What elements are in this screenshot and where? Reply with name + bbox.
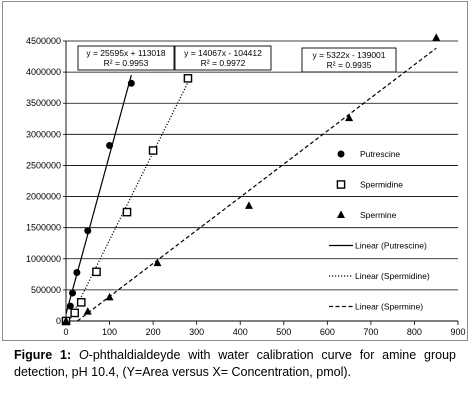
x-tick-label: 800 <box>407 327 422 337</box>
chart-frame: 0 500000 1000000 1500000 2000000 2500000 30000… <box>2 1 468 341</box>
legend-label: Spermine <box>360 210 397 220</box>
x-tick-label: 700 <box>363 327 378 337</box>
point-square <box>183 74 193 83</box>
point-triangle <box>432 33 441 41</box>
point-triangle <box>83 307 92 315</box>
x-tick-label: 400 <box>233 327 248 337</box>
x-tick-label: 300 <box>189 327 204 337</box>
caption-italic: O <box>78 348 89 362</box>
legend-marker-circle <box>337 150 345 158</box>
trendline-1 <box>65 74 132 315</box>
point-circle <box>127 79 135 87</box>
x-tick-label: 100 <box>102 327 117 337</box>
equation-text-1: y = 25595x + 113018 <box>86 48 166 58</box>
legend-marker-triangle <box>337 210 345 218</box>
x-tick-label: 0 <box>63 327 68 337</box>
point-triangle <box>345 113 354 122</box>
figure-caption: Figure 1: O-phthaldialdeyde with water c… <box>14 347 456 381</box>
equation-box-3 <box>301 47 397 73</box>
point-square <box>92 267 101 277</box>
y-tick-label: 3500000 <box>26 98 61 108</box>
point-circle <box>84 227 92 235</box>
trendline-2 <box>68 82 189 322</box>
y-tick-label: 2000000 <box>26 192 61 202</box>
point-square <box>148 146 158 155</box>
trendline-3 <box>77 47 437 322</box>
point-triangle <box>153 258 162 267</box>
y-tick-label: 1500000 <box>26 223 61 233</box>
legend-label: Spermidine <box>360 180 403 190</box>
legend-label: Putrescine <box>360 149 400 159</box>
equation-box-2 <box>174 45 272 71</box>
calibration-chart: 0 500000 1000000 1500000 2000000 2500000 30000… <box>26 33 466 337</box>
legend-label: Linear (Spermidine) <box>355 271 430 281</box>
point-square <box>70 308 80 318</box>
r2-text-2: R² = 0.9972 <box>201 58 246 68</box>
y-tick-label: 4500000 <box>26 36 61 46</box>
point-triangle <box>105 292 114 301</box>
equation-text-3: y = 5322x - 139001 <box>312 50 385 60</box>
caption-label: Figure 1: <box>14 348 72 362</box>
x-tick-label: 900 <box>450 327 465 337</box>
point-circle <box>73 268 81 276</box>
equation-text-2: y = 14067x - 104412 <box>184 48 262 58</box>
y-tick-label: 2500000 <box>26 160 61 170</box>
x-tick-label: 200 <box>146 327 161 337</box>
y-tick-label: 0 <box>56 316 61 326</box>
point-circle <box>106 142 114 150</box>
legend-marker-square <box>336 180 346 189</box>
legend-label: Linear (Putrescine) <box>355 241 427 251</box>
legend-label: Linear (Spermine) <box>355 302 423 312</box>
equation-box-1 <box>77 45 175 71</box>
x-tick-label: 500 <box>276 327 291 337</box>
y-tick-label: 4000000 <box>26 67 61 77</box>
x-tick-label: 600 <box>320 327 335 337</box>
y-tick-label: 3000000 <box>26 129 61 139</box>
point-circle <box>69 289 77 297</box>
point-triangle <box>62 316 70 324</box>
r2-text-3: R² = 0.9935 <box>327 60 372 70</box>
y-tick-label: 1000000 <box>26 254 61 264</box>
point-square <box>76 298 86 307</box>
point-circle <box>66 302 74 310</box>
caption-text: -phthaldialdeyde with water calibration … <box>14 348 456 379</box>
point-triangle <box>244 201 253 209</box>
r2-text-1: R² = 0.9953 <box>104 58 149 68</box>
y-tick-label: 500000 <box>31 285 61 295</box>
point-square <box>122 207 132 217</box>
